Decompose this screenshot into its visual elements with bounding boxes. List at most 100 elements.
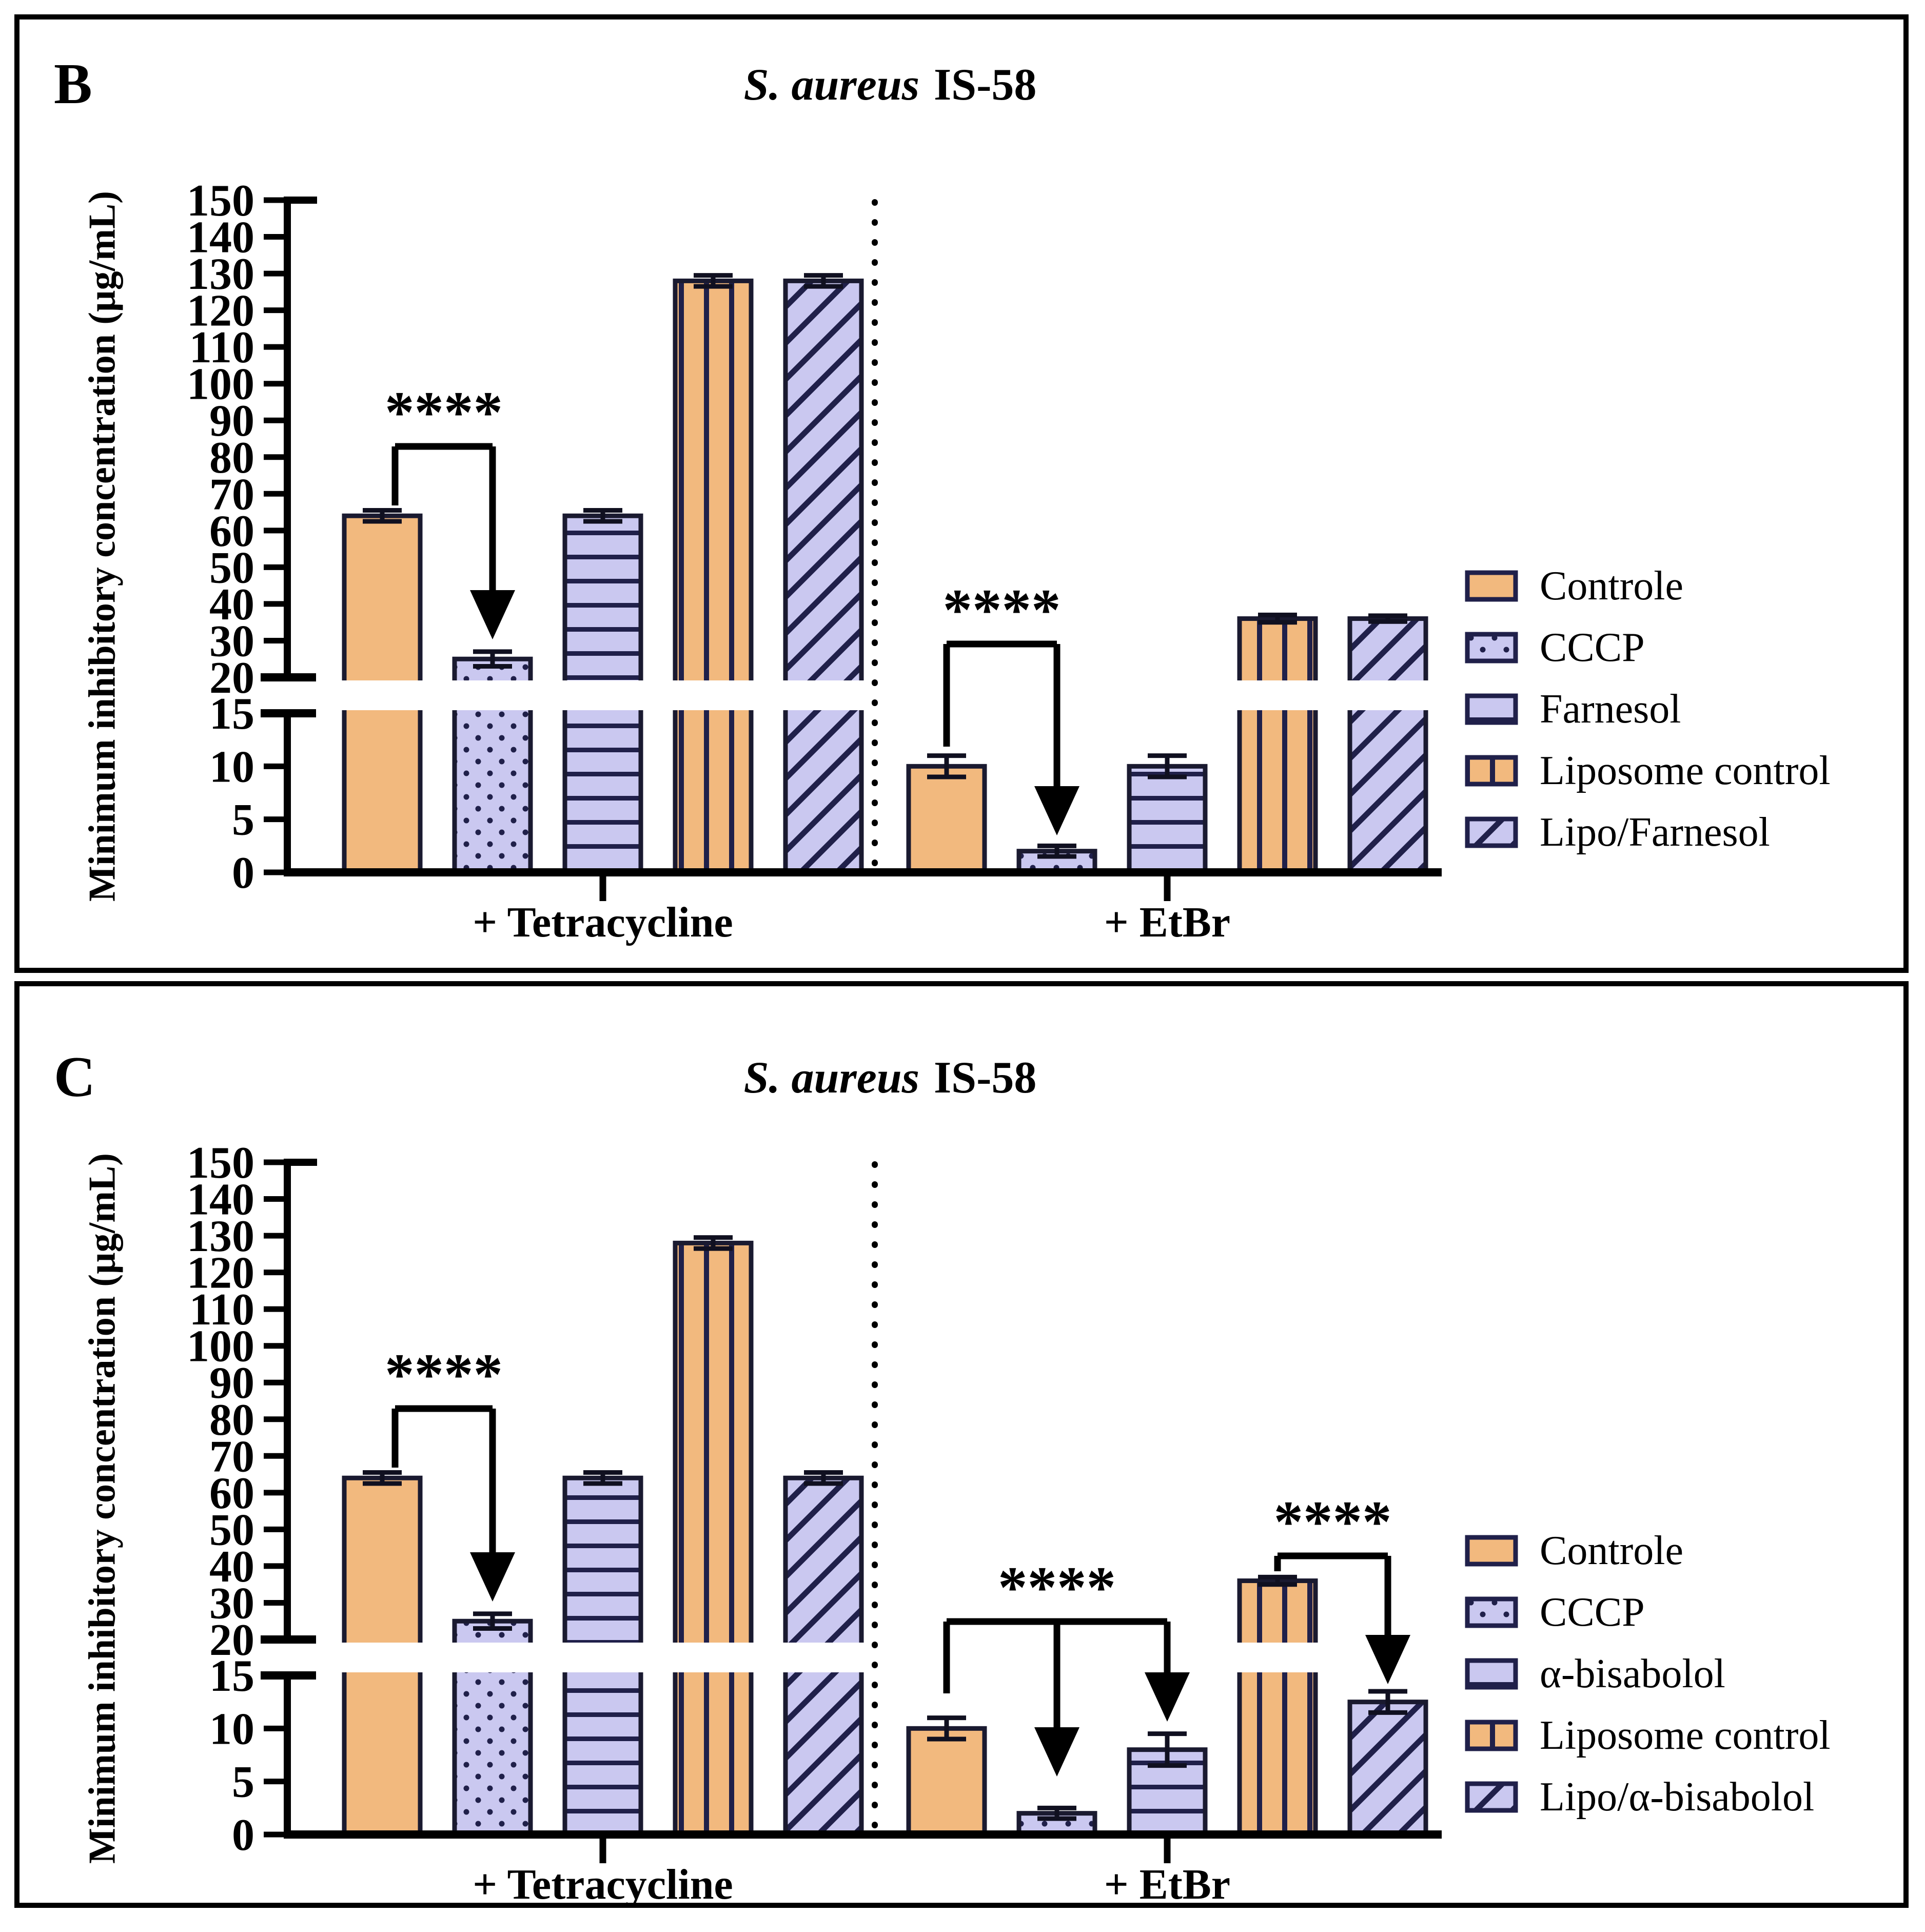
panel-c-legend: Controle CCCP α-bisabolol Liposome control L… [1465,1527,1831,1821]
y-tick-label: 20 [209,1615,254,1665]
panel-b-title: S. aureus IS-58 [531,59,1249,111]
significance-tetracycline-controle [391,443,515,639]
legend-item-liposome-control: Liposome control [1465,747,1831,795]
bars [342,278,1428,875]
legend-swatch-liposome-control [1465,1720,1518,1751]
error-bars [363,273,1407,859]
legend-item-cccp: CCCP [1465,1588,1831,1636]
y-tick-label: 60 [209,506,254,556]
legend-swatch-cccp [1465,1596,1518,1628]
panel-b-chart: 1501401301201101009080706050403020151050… [187,176,1444,946]
legend-swatch-cccp [1465,632,1518,663]
title-strain-part: IS-58 [933,60,1037,110]
y-tick-label: 140 [187,213,254,263]
y-tick-label: 60 [209,1469,254,1518]
significance-stars: **** [385,1342,503,1407]
axis-break-band [328,1643,1444,1672]
y-tick-label: 150 [187,1138,254,1188]
significance-stars: **** [385,380,503,445]
legend-swatch-bisabolol [1465,1658,1518,1690]
y-tick-label: 90 [209,1358,254,1408]
y-tick-label: 110 [189,323,254,373]
y-tick-label: 150 [187,176,254,226]
y-tick-label: 70 [209,470,254,519]
legend-label: α-bisabolol [1540,1651,1725,1696]
y-tick-label: 10 [209,742,254,792]
y-tick-label: 40 [209,580,254,630]
legend-swatch-liposome-control [1465,755,1518,787]
y-tick-label: 0 [232,848,254,898]
x-group-label-tetracycline: + Tetracycline [473,899,733,946]
legend-label: CCCP [1540,625,1645,670]
legend-swatch-lipo-bisabolol [1465,1781,1518,1813]
y-tick-label: 120 [187,286,254,336]
y-tick-label: 120 [187,1248,254,1298]
bar-liposome-control-tetracycline [673,278,754,875]
error-bars [363,1235,1407,1821]
y-tick-label: 40 [209,1542,254,1592]
panel-b-y-axis-label: Minimum inhibitory concentration (µg/mL) [81,191,124,902]
x-group-label-etbr: + EtBr [1104,899,1230,946]
significance-stars: **** [1274,1489,1392,1554]
legend-item-lipo-bisabolol: Lipo/α-bisabolol [1465,1773,1831,1821]
y-tick-label: 0 [232,1810,254,1860]
y-tick-label: 110 [189,1285,254,1335]
y-tick-label: 80 [209,1395,254,1445]
panel-c-chart: 1501401301201101009080706050403020151050… [187,1138,1444,1908]
bar-lipo-bisabolol-etbr [1347,1700,1428,1837]
y-tick-label: 5 [232,795,254,845]
panel-c-title: S. aureus IS-58 [531,1052,1249,1104]
axis-break-band [328,680,1444,710]
legend-swatch-controle [1465,570,1518,602]
panel-c-label: C [54,1045,95,1109]
legend-label: Controle [1540,563,1683,609]
legend-item-liposome-control: Liposome control [1465,1711,1831,1760]
y-tick-label: 140 [187,1175,254,1225]
y-tick-label: 15 [209,689,254,739]
legend-label: Farnesol [1540,687,1681,732]
panel-c-y-axis-label: Minimum inhibitory concentration (µg/mL) [81,1153,124,1864]
panel-b-legend: Controle CCCP Farnesol Liposome control Lipo… [1465,562,1831,856]
legend-item-controle: Controle [1465,562,1831,610]
title-italic-part: S. aureus [743,1053,919,1103]
legend-swatch-farnesol [1465,693,1518,725]
y-tick-label: 130 [187,1212,254,1261]
y-tick-label: 5 [232,1758,254,1807]
legend-label: Controle [1540,1528,1683,1573]
title-italic-part: S. aureus [743,60,919,110]
x-group-label-etbr: + EtBr [1104,1861,1230,1908]
legend-item-farnesol: Farnesol [1465,685,1831,733]
bar-lipo-farnesol-tetracycline [783,278,864,875]
significance-stars: **** [943,577,1061,642]
legend-item-cccp: CCCP [1465,623,1831,672]
y-tick-label: 50 [209,543,254,593]
bars [342,1240,1428,1837]
significance-etbr-controle [943,640,1079,835]
bar-liposome-control-tetracycline [673,1240,754,1837]
y-tick-label: 50 [209,1505,254,1555]
legend-label: Lipo/Farnesol [1540,810,1770,855]
y-tick-label: 10 [209,1704,254,1754]
y-tick-label: 90 [209,396,254,446]
y-tick-label: 15 [209,1651,254,1701]
x-group-label-tetracycline: + Tetracycline [473,1861,733,1908]
legend-swatch-lipo-farnesol [1465,816,1518,848]
y-tick-label: 70 [209,1432,254,1481]
title-strain-part: IS-58 [933,1053,1037,1103]
legend-label: Liposome control [1540,1713,1831,1758]
legend-item-lipo-farnesol: Lipo/Farnesol [1465,808,1831,856]
legend-label: Liposome control [1540,748,1831,793]
y-tick-label: 30 [209,616,254,666]
significance-etbr-controle [943,1618,1190,1777]
y-tick-label: 100 [187,1322,254,1372]
y-tick-label: 130 [187,249,254,299]
panel-b-label: B [54,52,92,116]
y-tick-label: 80 [209,433,254,483]
significance-etbr-liposome-control [1274,1552,1410,1684]
bar-lipo-farnesol-etbr [1347,616,1428,875]
y-tick-label: 30 [209,1578,254,1628]
bar-controle-etbr [906,1726,987,1837]
significance-stars: **** [998,1555,1116,1620]
